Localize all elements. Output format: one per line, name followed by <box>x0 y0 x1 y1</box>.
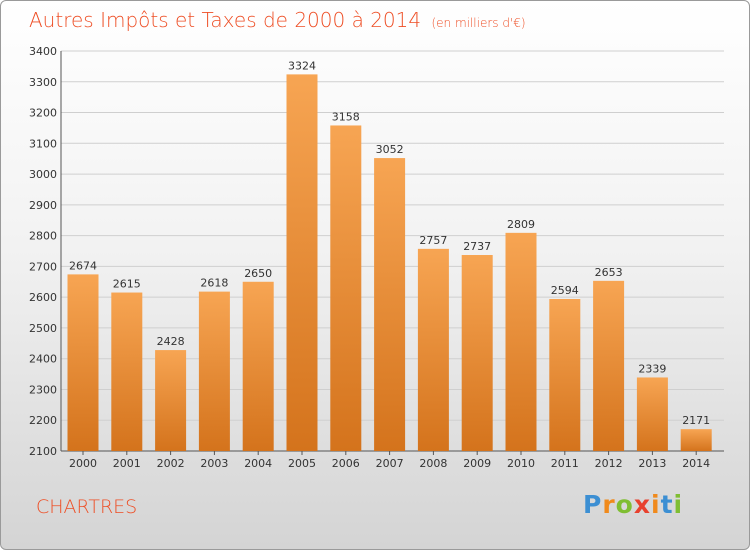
x-tick-label-2005: 2005 <box>288 457 316 470</box>
data-label-2007: 3052 <box>376 143 404 156</box>
data-label-2010: 2809 <box>507 218 535 231</box>
x-tick-label-2004: 2004 <box>244 457 272 470</box>
bar-2014 <box>680 429 712 451</box>
axes: 2100 2200 2300 2400 2500 2600 2700 2800 2900 3000… <box>29 45 724 470</box>
x-tick-label-2013: 2013 <box>638 457 666 470</box>
y-tick-label: 2100 <box>29 445 57 458</box>
y-tick-label: 2400 <box>29 353 57 366</box>
data-label-2012: 2653 <box>595 266 623 279</box>
bar-2007 <box>374 158 406 452</box>
y-tick-label: 3300 <box>29 76 57 89</box>
y-tick-label: 2500 <box>29 322 57 335</box>
bar-2005 <box>286 74 318 451</box>
x-tick-label-2003: 2003 <box>200 457 228 470</box>
bar-2013 <box>636 377 668 451</box>
bar-2002 <box>155 350 187 451</box>
bar-2003 <box>198 291 230 451</box>
chart-subtitle: (en milliers d'€) <box>431 16 526 30</box>
bar-2008 <box>417 248 449 451</box>
x-tick-label-2011: 2011 <box>551 457 579 470</box>
x-tick-label-2002: 2002 <box>157 457 185 470</box>
y-tick-label: 2600 <box>29 291 57 304</box>
chart-title-text: Autres Impôts et Taxes de 2000 à 2014 <box>29 8 422 32</box>
data-label-2003: 2618 <box>200 277 228 290</box>
logo-letter: P <box>583 490 603 519</box>
logo-letter: i <box>673 490 684 519</box>
y-tick-label: 2300 <box>29 383 57 396</box>
y-tick-label: 3100 <box>29 137 57 150</box>
logo-letter: x <box>633 490 651 519</box>
bar-2011 <box>549 299 581 451</box>
y-tick-label: 3200 <box>29 107 57 120</box>
data-label-2006: 3158 <box>332 110 360 123</box>
logo-letter: o <box>615 490 634 519</box>
bar-2001 <box>111 292 143 451</box>
chart-title: Autres Impôts et Taxes de 2000 à 2014 (e… <box>29 8 526 32</box>
x-tick-label-2006: 2006 <box>332 457 360 470</box>
data-label-2008: 2757 <box>419 234 447 247</box>
data-label-2011: 2594 <box>551 284 579 297</box>
logo-letter: r <box>602 490 616 519</box>
data-labels: 2674 2615 2428 2618 2650 3324 3158 3052 2757 2737… <box>69 59 710 427</box>
data-label-2005: 3324 <box>288 59 316 72</box>
y-tick-label: 3400 <box>29 45 57 58</box>
y-tick-label: 2700 <box>29 260 57 273</box>
y-tick-label: 2800 <box>29 230 57 243</box>
data-label-2004: 2650 <box>244 267 272 280</box>
bars <box>67 74 712 452</box>
bar-2012 <box>593 280 625 451</box>
x-tick-label-2014: 2014 <box>682 457 710 470</box>
x-tick-label-2007: 2007 <box>376 457 404 470</box>
bar-2010 <box>505 232 537 451</box>
proxiti-logo[interactable]: Proxiti <box>583 490 683 519</box>
y-tick-label: 3000 <box>29 168 57 181</box>
bar-2006 <box>330 125 362 451</box>
data-label-2014: 2171 <box>682 414 710 427</box>
y-tick-label: 2900 <box>29 199 57 212</box>
data-label-2000: 2674 <box>69 259 97 272</box>
x-tick-label-2000: 2000 <box>69 457 97 470</box>
x-tick-label-2012: 2012 <box>595 457 623 470</box>
data-label-2009: 2737 <box>463 240 491 253</box>
x-tick-label-2009: 2009 <box>463 457 491 470</box>
x-tick-label-2001: 2001 <box>113 457 141 470</box>
x-tick-label-2010: 2010 <box>507 457 535 470</box>
data-label-2001: 2615 <box>113 278 141 291</box>
data-label-2002: 2428 <box>157 335 185 348</box>
data-label-2013: 2339 <box>638 362 666 375</box>
city-name: CHARTRES <box>36 496 138 518</box>
logo-letter: i <box>651 490 661 519</box>
x-tick-label-2008: 2008 <box>419 457 447 470</box>
y-tick-label: 2200 <box>29 414 57 427</box>
bar-2004 <box>242 281 274 451</box>
logo-letter: t <box>660 490 674 519</box>
bar-2009 <box>461 255 493 451</box>
bar-2000 <box>67 274 99 451</box>
